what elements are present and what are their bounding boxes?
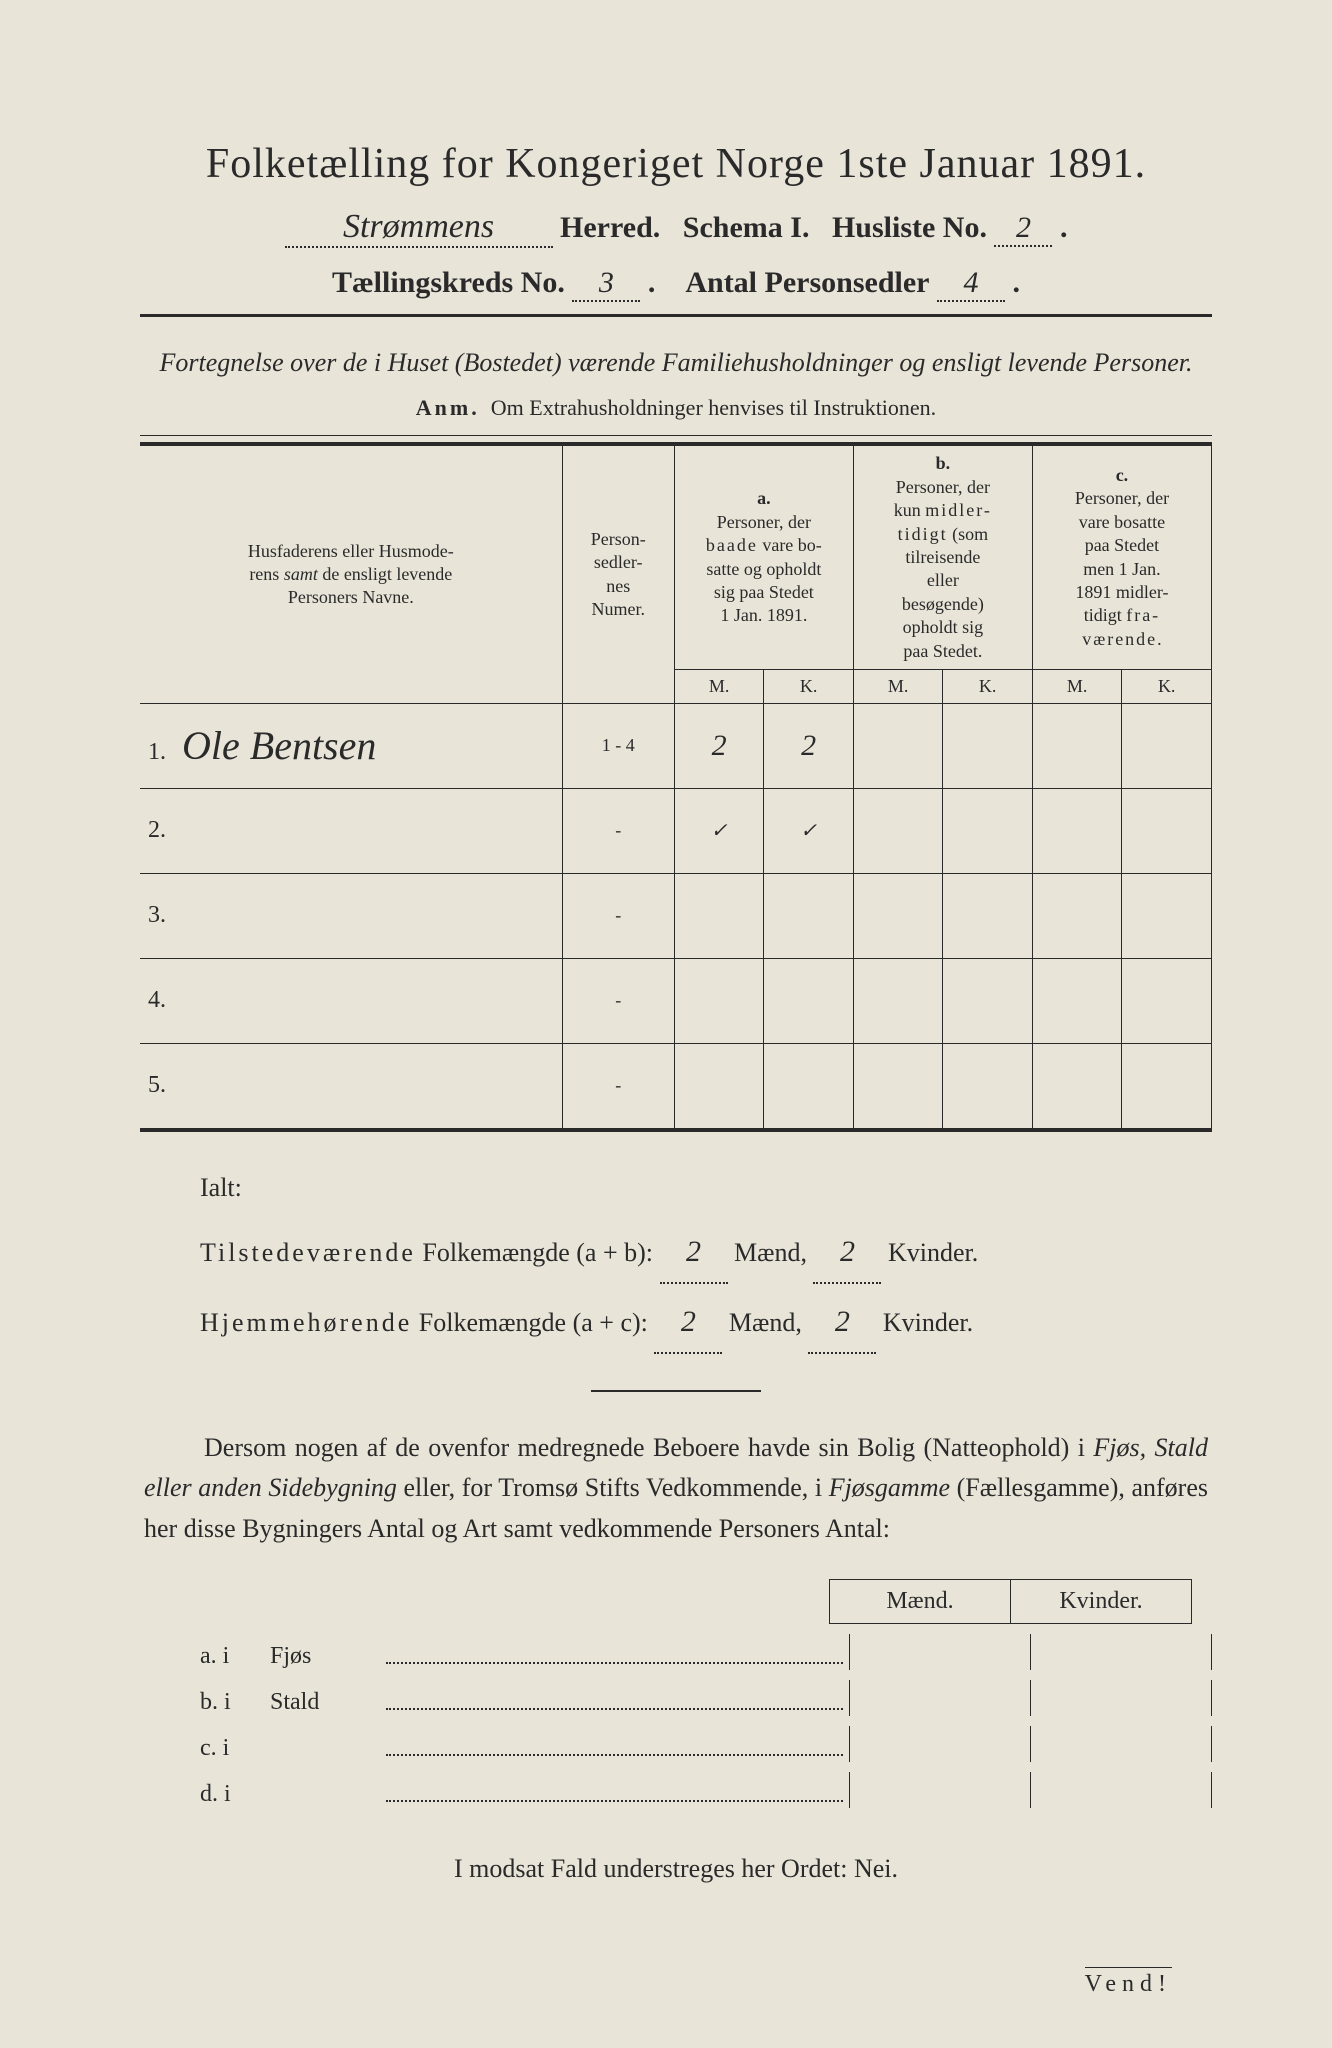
short-rule (591, 1390, 761, 1392)
page-title: Folketælling for Kongeriget Norge 1ste J… (140, 140, 1212, 188)
tilstede-k: 2 (840, 1235, 855, 1268)
col-header-name: Husfaderens eller Husmode-rens samt de e… (140, 446, 562, 704)
table-row: 5. - (140, 1043, 1212, 1128)
anm-text: Om Extrahusholdninger henvises til Instr… (491, 395, 936, 420)
col-header-c: c. Personer, dervare bosattepaa Stedetme… (1032, 446, 1211, 670)
col-header-a: a. Personer, derbaade vare bo-satte og o… (674, 446, 853, 670)
col-b-m: M. (853, 669, 943, 703)
col-a-m: M. (674, 669, 764, 703)
mk-m: Mænd. (829, 1579, 1010, 1624)
abcd-row-b: b. i Stald (200, 1680, 1212, 1716)
antal-label: Antal Personsedler (685, 266, 929, 299)
col-header-b: b. Personer, derkun midler-tidigt (somti… (853, 446, 1032, 670)
col-a-k: K. (764, 669, 854, 703)
col-c-m: M. (1032, 669, 1122, 703)
col-b-k: K. (943, 669, 1033, 703)
abcd-block: a. i Fjøs b. i Stald c. i d. i (200, 1634, 1212, 1808)
col-c-k: K. (1122, 669, 1212, 703)
census-form-page: Folketælling for Kongeriget Norge 1ste J… (0, 0, 1332, 2048)
tilstede-line: Tilstedeværende Folkemængde (a + b): 2 M… (200, 1222, 1212, 1284)
schema-label: Schema I. (683, 211, 810, 244)
table-row: 2. - ✓ ✓ (140, 788, 1212, 873)
kreds-value: 3 (599, 266, 614, 299)
antal-value: 4 (963, 266, 978, 299)
table-row: 4. - (140, 958, 1212, 1043)
kreds-label: Tællingskreds No. (332, 266, 565, 299)
row1-num: 1 - 4 (562, 703, 674, 788)
row1-name: Ole Bentsen (182, 722, 376, 769)
hjemme-line: Hjemmehørende Folkemængde (a + c): 2 Mæn… (200, 1292, 1212, 1354)
abcd-row-a: a. i Fjøs (200, 1634, 1212, 1670)
bolig-paragraph: Dersom nogen af de ovenfor medregnede Be… (144, 1428, 1208, 1549)
table-top-rule (140, 435, 1212, 445)
divider (140, 314, 1212, 317)
table-row: 1.Ole Bentsen 1 - 4 2 2 (140, 703, 1212, 788)
husliste-label: Husliste No. (832, 211, 987, 244)
hjemme-m: 2 (681, 1305, 696, 1338)
row1-ak: 2 (801, 729, 816, 762)
ialt-label: Ialt: (200, 1162, 1212, 1214)
col-header-num: Person-sedler-nesNumer. (562, 446, 674, 704)
hjemme-k: 2 (835, 1305, 850, 1338)
herred-label: Herred. (560, 211, 660, 244)
nei-line: I modsat Fald understreges her Ordet: Ne… (140, 1854, 1212, 1884)
abcd-row-d: d. i (200, 1772, 1212, 1808)
census-table: Husfaderens eller Husmode-rens samt de e… (140, 445, 1212, 1129)
husliste-value: 2 (1016, 211, 1031, 244)
header-line-2: Strømmens Herred. Schema I. Husliste No.… (140, 208, 1212, 248)
herred-value: Strømmens (343, 208, 494, 246)
mk-k: Kvinder. (1010, 1579, 1192, 1624)
form-subtitle: Fortegnelse over de i Huset (Bostedet) v… (140, 345, 1212, 381)
totals-block: Ialt: Tilstedeværende Folkemængde (a + b… (200, 1162, 1212, 1354)
abcd-row-c: c. i (200, 1726, 1212, 1762)
anm-label: Anm. (416, 395, 480, 420)
mk-header: Mænd. Kvinder. (140, 1579, 1192, 1624)
vend-label: Vend! (1085, 1967, 1172, 1998)
anm-line: Anm. Om Extrahusholdninger henvises til … (140, 395, 1212, 421)
tilstede-m: 2 (686, 1235, 701, 1268)
table-bottom-rule (140, 1129, 1212, 1132)
row1-am: 2 (712, 729, 727, 762)
table-row: 3. - (140, 873, 1212, 958)
header-line-3: Tællingskreds No. 3 . Antal Personsedler… (140, 266, 1212, 302)
